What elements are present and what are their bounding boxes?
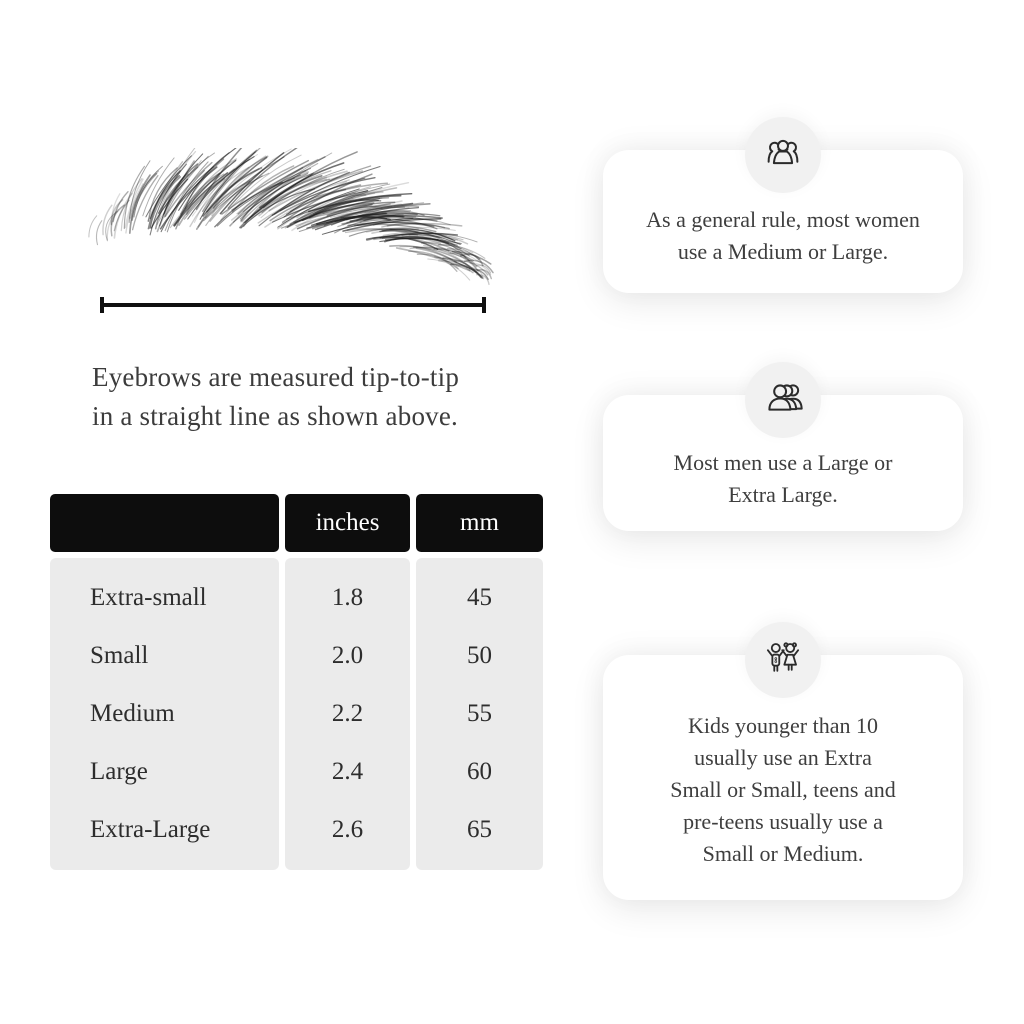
- info-card-women: As a general rule, most women use a Medi…: [603, 117, 963, 293]
- size-label-cell: Medium: [90, 700, 175, 727]
- info-card-men: Most men use a Large or Extra Large.: [603, 362, 963, 531]
- card-text-line: Small or Medium.: [702, 841, 864, 866]
- card-text-line: Kids younger than 10: [687, 713, 879, 738]
- size-label-cell: Large: [90, 758, 148, 785]
- measurement-caption: Eyebrows are measured tip-to-tip in a st…: [92, 358, 522, 436]
- inches-value-cell: 2.4: [331, 758, 364, 785]
- card-text-line: Most men use a Large or: [673, 450, 893, 475]
- mm-value-cell: 60: [467, 758, 492, 785]
- measurement-line: [100, 297, 486, 313]
- size-label-cell: Extra-Large: [90, 816, 211, 843]
- inches-value-cell: 2.2: [331, 700, 364, 727]
- size-label-column: Extra-small Small Medium Large Extra-Lar…: [50, 558, 279, 870]
- eyebrow-illustration: [88, 148, 494, 286]
- card-text-line: usually use an Extra: [694, 745, 872, 770]
- men-group-icon: [745, 362, 821, 438]
- mm-value-cell: 45: [467, 584, 492, 611]
- caption-line-2: in a straight line as shown above.: [92, 401, 458, 431]
- measurement-tick-right: [482, 297, 486, 313]
- size-label-cell: Extra-small: [90, 584, 207, 611]
- inches-value-cell: 2.6: [331, 816, 364, 843]
- caption-line-1: Eyebrows are measured tip-to-tip: [92, 362, 460, 392]
- card-text-line: As a general rule, most women: [646, 207, 920, 232]
- mm-column: 45 50 55 60 65: [416, 558, 543, 870]
- kids-icon: [745, 622, 821, 698]
- card-text-line: Small or Small, teens and: [670, 777, 896, 802]
- size-table-body: Extra-small Small Medium Large Extra-Lar…: [50, 558, 543, 870]
- measurement-tick-left: [100, 297, 104, 313]
- size-table-header: inches mm: [50, 494, 543, 552]
- card-text-line: pre-teens usually use a: [683, 809, 883, 834]
- header-cell-size: [50, 494, 279, 552]
- card-text-line: Extra Large.: [728, 482, 838, 507]
- women-group-icon: [745, 117, 821, 193]
- card-text-line: use a Medium or Large.: [677, 239, 889, 264]
- info-card-kids: Kids younger than 10 usually use an Extr…: [603, 622, 963, 900]
- card-text: Most men use a Large or Extra Large.: [603, 395, 963, 511]
- header-cell-inches: inches: [285, 494, 410, 552]
- mm-value-cell: 50: [467, 642, 492, 669]
- mm-value-cell: 65: [467, 816, 492, 843]
- card-text: As a general rule, most women use a Medi…: [603, 150, 963, 268]
- mm-value-cell: 55: [467, 700, 492, 727]
- inches-value-cell: 1.8: [331, 584, 364, 611]
- inches-value-cell: 2.0: [331, 642, 364, 669]
- card-text: Kids younger than 10 usually use an Extr…: [603, 655, 963, 870]
- size-label-cell: Small: [90, 642, 149, 669]
- inches-column: 1.8 2.0 2.2 2.4 2.6: [285, 558, 410, 870]
- header-cell-mm: mm: [416, 494, 543, 552]
